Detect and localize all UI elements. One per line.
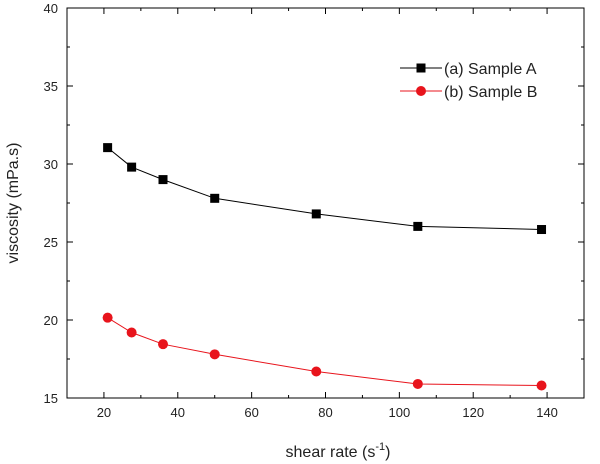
x-tick-label: 100 — [389, 405, 411, 420]
x-tick-label: 40 — [171, 405, 185, 420]
y-tick-label: 25 — [44, 235, 58, 250]
x-tick-label: 20 — [97, 405, 111, 420]
data-point — [103, 143, 113, 153]
data-point — [412, 378, 423, 389]
x-tick-label: 80 — [318, 405, 332, 420]
series-b — [102, 312, 547, 391]
y-tick-label: 35 — [44, 79, 58, 94]
y-tick-label: 15 — [44, 391, 58, 406]
x-tick-label: 60 — [244, 405, 258, 420]
data-point — [536, 380, 547, 391]
x-axis-label-close: ) — [385, 444, 390, 461]
x-axis-label: shear rate (s-1) — [286, 441, 391, 461]
data-point — [102, 312, 113, 323]
x-axis-label-superscript: -1 — [375, 441, 385, 453]
data-point — [311, 209, 321, 219]
legend-label: (a) Sample A — [444, 61, 537, 78]
ticks: 20 40 60 80 100 120 140 15 20 25 30 35 40 — [44, 1, 585, 420]
data-point — [126, 327, 137, 338]
legend-marker — [416, 63, 426, 73]
x-axis-label-main: shear rate (s — [286, 444, 376, 461]
series-line — [107, 317, 542, 386]
legend-entry: (b) Sample B — [400, 84, 537, 101]
legend-marker — [416, 86, 426, 96]
data-point — [210, 193, 220, 203]
legend-entry: (a) Sample A — [400, 61, 537, 78]
data-point — [127, 162, 137, 172]
y-tick-label: 30 — [44, 157, 58, 172]
series-a — [103, 143, 547, 235]
y-tick-label: 20 — [44, 313, 58, 328]
data-point — [311, 366, 322, 377]
y-tick-label: 40 — [44, 1, 58, 16]
series-line — [107, 147, 542, 230]
x-tick-label: 120 — [462, 405, 484, 420]
x-tick-label: 140 — [536, 405, 558, 420]
series — [102, 143, 547, 391]
legend: (a) Sample A (b) Sample B — [400, 61, 537, 101]
legend-label: (b) Sample B — [444, 84, 537, 101]
data-point — [158, 339, 169, 350]
data-point — [158, 175, 168, 185]
data-point — [413, 221, 423, 231]
data-point — [537, 225, 547, 235]
y-axis-label: viscosity (mPa.s) — [5, 143, 22, 264]
data-point — [209, 349, 220, 360]
